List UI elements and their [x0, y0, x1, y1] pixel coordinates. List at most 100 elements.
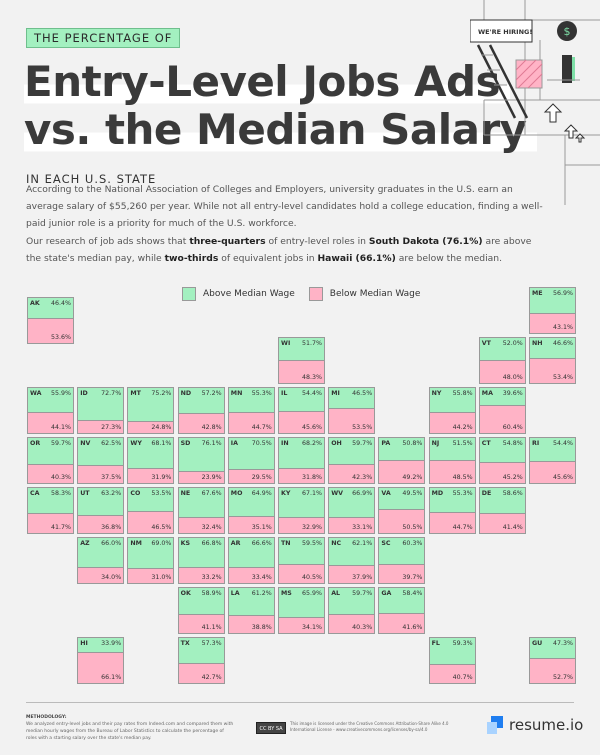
below-value: 37.5%: [101, 474, 122, 481]
above-value: 65.9%: [301, 590, 322, 597]
tile-header: NY 55.8%: [432, 390, 473, 397]
above-value: 46.5%: [352, 390, 373, 397]
state-code: AZ: [80, 540, 90, 547]
state-tile-ne: NE 67.6% 32.4%: [177, 487, 225, 534]
state-code: CT: [481, 440, 491, 447]
state-tile-mn: MN 55.3% 44.7%: [227, 387, 275, 434]
state-code: WV: [331, 490, 344, 497]
below-value: 53.5%: [352, 424, 373, 431]
state-code: ID: [80, 390, 88, 397]
state-tile-ct: CT 54.8% 45.2%: [478, 437, 526, 484]
above-value: 62.5%: [101, 440, 122, 447]
above-bar: [329, 588, 375, 615]
above-bar: [178, 588, 224, 615]
below-value: 34.1%: [301, 624, 322, 631]
above-value: 59.5%: [301, 540, 322, 547]
below-value: 31.9%: [151, 474, 172, 481]
state-tile-la: LA 61.2% 38.8%: [227, 587, 275, 634]
above-bar: [329, 538, 375, 566]
state-code: IL: [281, 390, 288, 397]
tile-header: NM 69.0%: [130, 540, 171, 547]
tile-header: MD 55.3%: [432, 490, 473, 497]
below-value: 41.1%: [201, 624, 222, 631]
above-bar: [228, 388, 274, 413]
svg-text:$: $: [564, 25, 571, 38]
state-code: HI: [80, 640, 88, 647]
above-value: 46.6%: [552, 340, 573, 347]
state-tile-de: DE 58.6% 41.4%: [478, 487, 526, 534]
above-bar: [228, 588, 274, 616]
state-tile-ks: KS 66.8% 33.2%: [177, 537, 225, 584]
above-bar: [78, 538, 124, 568]
above-value: 55.3%: [452, 490, 473, 497]
state-tile-ny: NY 55.8% 44.2%: [428, 387, 476, 434]
above-bar: [279, 438, 324, 469]
below-value: 33.4%: [251, 574, 272, 581]
below-value: 48.3%: [301, 374, 322, 381]
state-code: MO: [230, 490, 243, 497]
tile-header: TX 57.3%: [181, 640, 222, 647]
below-value: 52.7%: [552, 674, 573, 681]
above-bar: [228, 538, 274, 568]
state-code: IA: [230, 440, 239, 447]
tile-header: TN 59.5%: [281, 540, 322, 547]
above-bar: [78, 638, 124, 654]
above-bar: [178, 388, 224, 414]
state-tile-wi: WI 51.7% 48.3%: [278, 337, 325, 384]
state-code: ME: [532, 290, 543, 297]
above-bar: [128, 538, 174, 570]
below-value: 40.3%: [352, 624, 373, 631]
state-code: NJ: [431, 440, 440, 447]
tile-header: IA 70.5%: [231, 440, 272, 447]
state-code: MS: [281, 590, 292, 597]
legend-above: Above Median Wage: [182, 287, 295, 301]
above-value: 49.5%: [402, 490, 423, 497]
below-value: 60.4%: [502, 424, 523, 431]
above-bar: [128, 488, 174, 513]
above-bar: [530, 438, 575, 463]
hiring-badge: WE'RE HIRING!: [478, 28, 532, 36]
tile-header: WY 68.1%: [130, 440, 171, 447]
above-bar: [479, 388, 525, 406]
above-value: 68.1%: [151, 440, 172, 447]
above-value: 55.3%: [251, 390, 272, 397]
below-value: 36.8%: [101, 524, 122, 531]
above-bar: [228, 438, 274, 470]
arrow-up-icon: [563, 124, 579, 139]
tile-header: OR 59.7%: [30, 440, 71, 447]
above-value: 64.9%: [251, 490, 272, 497]
above-bar: [28, 438, 73, 465]
title-line-1: Entry-Level Jobs Ads: [24, 58, 511, 106]
state-code: AL: [331, 590, 341, 597]
above-bar: [429, 488, 475, 513]
state-tile-co: CO 53.5% 46.5%: [127, 487, 175, 534]
state-tile-sc: SC 60.3% 39.7%: [378, 537, 426, 584]
below-value: 40.5%: [301, 574, 322, 581]
tile-header: AL 59.7%: [331, 590, 372, 597]
state-code: CO: [130, 490, 141, 497]
above-bar: [379, 588, 425, 615]
state-tile-gu: GU 47.3% 52.7%: [529, 637, 576, 684]
state-tile-tn: TN 59.5% 40.5%: [278, 537, 325, 584]
state-code: WI: [281, 340, 291, 347]
methodology: METHODOLOGY: We analyzed entry-level job…: [26, 714, 236, 742]
state-code: WY: [130, 440, 142, 447]
above-value: 50.8%: [402, 440, 423, 447]
legend-swatch-below: [308, 287, 323, 301]
state-tile-ma: MA 39.6% 60.4%: [478, 387, 526, 434]
tile-header: AZ 66.0%: [80, 540, 121, 547]
tile-header: OH 59.7%: [331, 440, 372, 447]
below-value: 49.2%: [402, 474, 423, 481]
above-value: 51.7%: [301, 340, 322, 347]
below-value: 39.7%: [402, 574, 423, 581]
state-code: MA: [481, 390, 493, 397]
above-value: 70.5%: [251, 440, 272, 447]
state-code: NY: [431, 390, 442, 397]
tile-header: NC 62.1%: [331, 540, 372, 547]
tile-header: AK 46.4%: [30, 300, 71, 307]
above-value: 67.6%: [201, 490, 222, 497]
tile-header: CA 58.3%: [30, 490, 71, 497]
brand-logo[interactable]: resume.io: [487, 716, 583, 734]
state-tile-md: MD 55.3% 44.7%: [428, 487, 476, 534]
state-tile-ms: MS 65.9% 34.1%: [278, 587, 325, 634]
